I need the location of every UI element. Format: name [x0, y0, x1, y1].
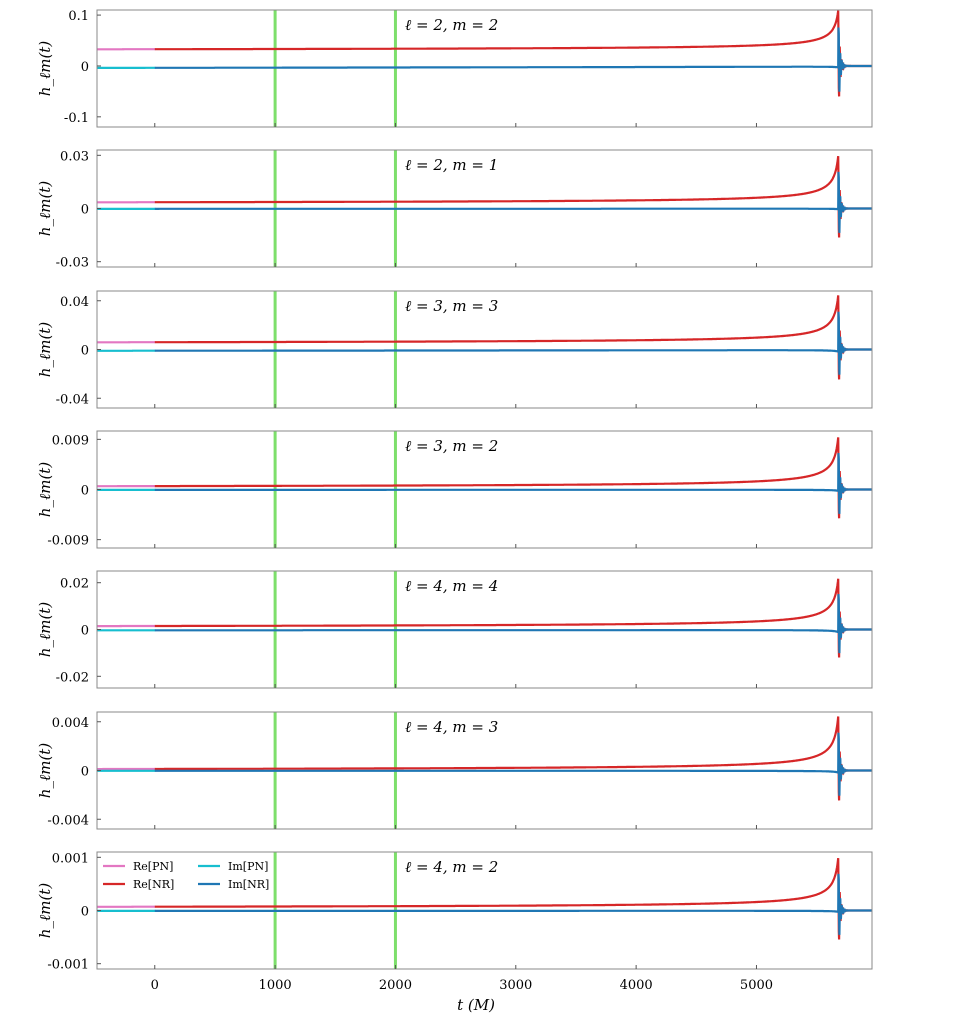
series-re-nr- — [154, 155, 872, 238]
y-axis-label: h_ℓm(t) — [36, 883, 54, 939]
y-tick-label: 0 — [81, 203, 89, 218]
x-tick-label: 5000 — [740, 978, 773, 993]
series-im-nr- — [154, 311, 872, 375]
y-tick-label: -0.004 — [47, 813, 89, 828]
y-tick-label: 0 — [81, 765, 89, 780]
y-tick-label: 0 — [81, 60, 89, 75]
series-im-nr- — [154, 171, 872, 233]
legend-entry: Re[PN] — [133, 860, 173, 873]
series-im-nr- — [154, 27, 872, 92]
y-tick-label: 0.009 — [52, 433, 89, 448]
panel-title: ℓ = 2, m = 2 — [405, 16, 498, 34]
legend-entry: Re[NR] — [133, 878, 174, 891]
y-axis-label: h_ℓm(t) — [36, 322, 54, 378]
panel-l2-m1: 0.03 0 -0.03 h_ℓm(t) ℓ = 2, m = 1 — [36, 149, 873, 271]
panel-l3-m3: 0.04 0 -0.04h_ℓm(t) ℓ = 3, m = 3 — [36, 290, 873, 409]
panel-frame — [96, 9, 873, 128]
panels: 0.1 0 -0.1 h_ℓm(t) ℓ = 2, m = 2 0.03 0 -0.03 h_ℓ… — [36, 9, 873, 973]
panel-title: ℓ = 3, m = 3 — [405, 297, 498, 315]
y-axis-label: h_ℓm(t) — [36, 743, 54, 799]
panel-title: ℓ = 2, m = 1 — [405, 156, 498, 174]
panel-title: ℓ = 4, m = 4 — [405, 577, 498, 595]
series-im-nr- — [154, 453, 872, 514]
y-tick-label: 0 — [81, 905, 89, 920]
series-im-nr- — [154, 594, 872, 654]
series-im-nr- — [154, 732, 872, 796]
series-re-nr- — [154, 716, 872, 801]
series-im-nr- — [154, 873, 872, 935]
y-tick-label: -0.1 — [64, 111, 89, 126]
panel-l4-m2: 0.001 0 -0.001 h_ℓm(t) ℓ = 4, m = 2 — [36, 851, 873, 973]
y-axis-label: h_ℓm(t) — [36, 41, 54, 97]
y-tick-label: 0.04 — [60, 295, 89, 310]
y-tick-label: 0.03 — [60, 149, 89, 164]
y-tick-label: 0.004 — [52, 716, 89, 731]
y-tick-label: -0.02 — [56, 670, 89, 685]
y-tick-label: 0 — [81, 484, 89, 499]
y-axis-label: h_ℓm(t) — [36, 181, 54, 237]
y-tick-label: -0.009 — [47, 534, 89, 549]
legend: Re[PN] Re[NR] Im[PN] Im[NR] — [103, 860, 269, 891]
y-axis-label: h_ℓm(t) — [36, 602, 54, 658]
y-tick-label: -0.001 — [47, 958, 89, 973]
x-tick-label: 1000 — [259, 978, 292, 993]
x-axis-label: t (M) — [457, 996, 495, 1014]
panel-title: ℓ = 3, m = 2 — [405, 437, 498, 455]
series-re-nr- — [154, 578, 872, 658]
legend-entry: Im[NR] — [228, 878, 269, 891]
series-re-nr- — [154, 295, 872, 380]
y-tick-label: 0.02 — [60, 577, 89, 592]
x-tick-label: 3000 — [499, 978, 532, 993]
x-tick-label: 0 — [151, 978, 159, 993]
panel-title: ℓ = 4, m = 2 — [405, 858, 498, 876]
panel-l4-m4: 0.02 0 -0.02h_ℓm(t) ℓ = 4, m = 4 — [36, 570, 873, 689]
y-tick-label: 0 — [81, 344, 89, 359]
y-axis-label: h_ℓm(t) — [36, 462, 54, 518]
y-tick-label: 0.001 — [52, 851, 89, 866]
x-axis: 0 1000 2000 3000 4000 5000 — [151, 978, 773, 993]
series-re-nr- — [154, 857, 872, 940]
y-tick-label: -0.03 — [56, 256, 89, 271]
panel-title: ℓ = 4, m = 3 — [405, 718, 498, 736]
legend-entry: Im[PN] — [228, 860, 268, 873]
panel-l4-m3: 0.004 0 -0.004 h_ℓm(t) ℓ = 4, m = 3 — [36, 711, 873, 830]
series-re-nr- — [154, 10, 872, 97]
series-re-nr- — [154, 437, 872, 519]
panel-l2-m2: 0.1 0 -0.1 h_ℓm(t) ℓ = 2, m = 2 — [36, 9, 873, 128]
y-tick-label: -0.04 — [56, 392, 89, 407]
x-tick-label: 4000 — [620, 978, 653, 993]
y-tick-label: 0.1 — [68, 9, 89, 24]
x-tick-label: 2000 — [379, 978, 412, 993]
y-tick-label: 0 — [81, 624, 89, 639]
panel-l3-m2: 0.009 0 -0.009 h_ℓm(t) ℓ = 3, m = 2 — [36, 430, 873, 549]
